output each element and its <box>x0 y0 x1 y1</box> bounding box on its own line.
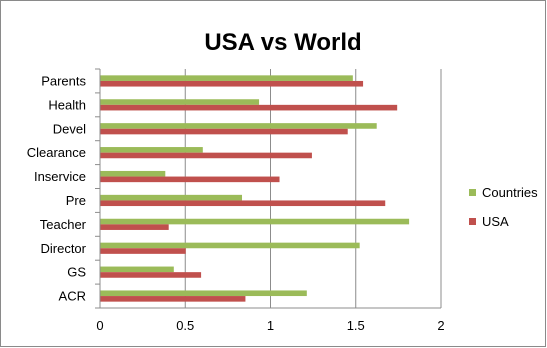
category-label: Clearance <box>27 145 86 160</box>
bar-countries <box>100 290 307 297</box>
bar-usa <box>100 200 386 207</box>
x-tick-label: 0.5 <box>176 318 194 333</box>
category-label: ACR <box>59 289 86 304</box>
bars <box>100 75 410 302</box>
bar-countries <box>100 266 174 273</box>
chart-title: USA vs World <box>204 29 361 56</box>
bar-usa <box>100 152 312 159</box>
legend-label-usa: USA <box>482 214 509 229</box>
category-label: Teacher <box>40 217 87 232</box>
legend-swatch-countries <box>469 189 476 196</box>
bar-usa <box>100 248 186 254</box>
bar-usa <box>100 80 364 87</box>
category-label: Devel <box>53 121 86 136</box>
category-label: Director <box>40 241 86 256</box>
category-label: GS <box>67 265 86 280</box>
x-tick-label: 1.5 <box>347 318 365 333</box>
category-label: Health <box>48 97 86 112</box>
bar-usa <box>100 128 348 135</box>
bar-countries <box>100 242 360 249</box>
bar-usa <box>100 272 202 278</box>
x-tick-label: 2 <box>437 318 444 333</box>
category-label: Pre <box>66 193 86 208</box>
bar-usa <box>100 176 280 183</box>
bar-usa <box>100 296 246 302</box>
bar-countries <box>100 170 166 177</box>
bar-countries <box>100 99 260 105</box>
legend: Countries USA <box>469 185 538 229</box>
bar-countries <box>100 123 377 129</box>
bar-countries <box>100 75 353 81</box>
bar-countries <box>100 147 203 153</box>
category-label: Parents <box>41 73 86 88</box>
legend-label-countries: Countries <box>482 185 538 200</box>
bar-countries <box>100 218 410 225</box>
axes: 0 0.5 1 1.5 2 Parents Health Devel Clearance Inse… <box>27 68 445 333</box>
bar-usa <box>100 224 169 230</box>
x-tick-label: 0 <box>96 318 103 333</box>
x-tick-label: 1 <box>267 318 274 333</box>
legend-swatch-usa <box>469 218 476 225</box>
category-label: Inservice <box>34 169 86 184</box>
bar-usa <box>100 104 398 111</box>
bar-countries <box>100 194 243 201</box>
